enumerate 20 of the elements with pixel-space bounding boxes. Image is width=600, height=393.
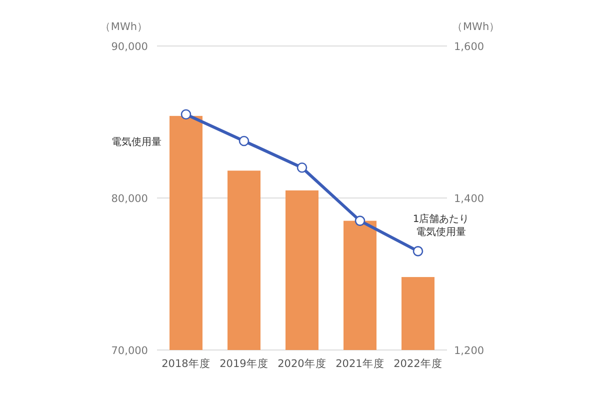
- y2-axis-title: （MWh）: [452, 21, 500, 33]
- point: [180, 109, 192, 120]
- y-tick-label: 90,000: [111, 41, 148, 53]
- y-tick-label: 80,000: [111, 193, 148, 205]
- x-tick-label: 2020年度: [278, 357, 326, 370]
- y2-tick-label: 1,200: [454, 345, 484, 357]
- x-tick-label: 2018年度: [162, 357, 210, 370]
- point: [238, 136, 250, 146]
- y-axis-title: （MWh）: [100, 21, 148, 33]
- series-label: 1店舗あたり電気使用量: [412, 213, 470, 240]
- series-label: 電気使用量: [112, 136, 162, 149]
- y2-tick-label: 1,600: [454, 41, 484, 53]
- point: [296, 162, 308, 173]
- point: [354, 216, 366, 226]
- point: [412, 246, 424, 256]
- y-tick-label: 70,000: [111, 345, 148, 357]
- y2-tick-label: 1,400: [454, 193, 484, 205]
- x-tick-label: 2019年度: [220, 357, 268, 370]
- x-tick-label: 2021年度: [336, 357, 384, 370]
- x-tick-label: 2022年度: [394, 357, 442, 370]
